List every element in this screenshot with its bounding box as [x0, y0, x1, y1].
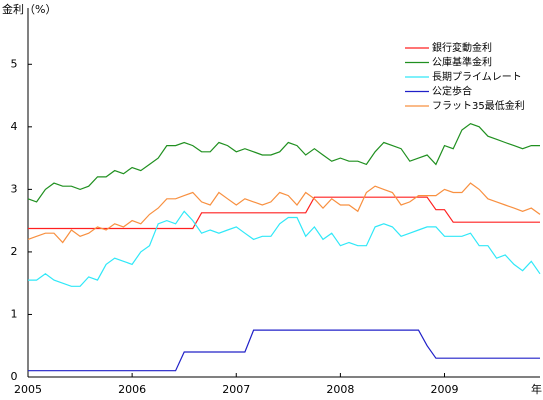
y-tick-label: 3 [11, 182, 18, 195]
x-tick-label: 2007 [222, 383, 250, 396]
x-tick-label: 2008 [326, 383, 354, 396]
x-unit-label: 年 [531, 382, 542, 396]
series-line [27, 123, 540, 203]
series-line [28, 210, 541, 287]
legend-label: フラット35最低金利 [432, 99, 525, 112]
series-line [28, 329, 540, 372]
series-line [28, 196, 540, 230]
chart-title: 金利（%） [2, 2, 56, 16]
legend-label: 公庫基準金利 [432, 56, 492, 69]
legend-label: 長期プライムレート [432, 71, 522, 83]
series-line [27, 182, 541, 244]
y-tick-label: 5 [11, 57, 18, 70]
x-tick-label: 2005 [14, 383, 42, 396]
y-tick-label: 2 [11, 245, 18, 258]
y-tick-label: 0 [11, 370, 18, 383]
legend-label: 銀行変動金利 [432, 41, 492, 54]
legend-label: 公定歩合 [432, 85, 472, 98]
y-tick-label: 4 [11, 120, 18, 133]
y-tick-label: 1 [11, 307, 18, 320]
x-tick-label: 2009 [431, 383, 459, 396]
x-tick-label: 2006 [118, 383, 146, 396]
